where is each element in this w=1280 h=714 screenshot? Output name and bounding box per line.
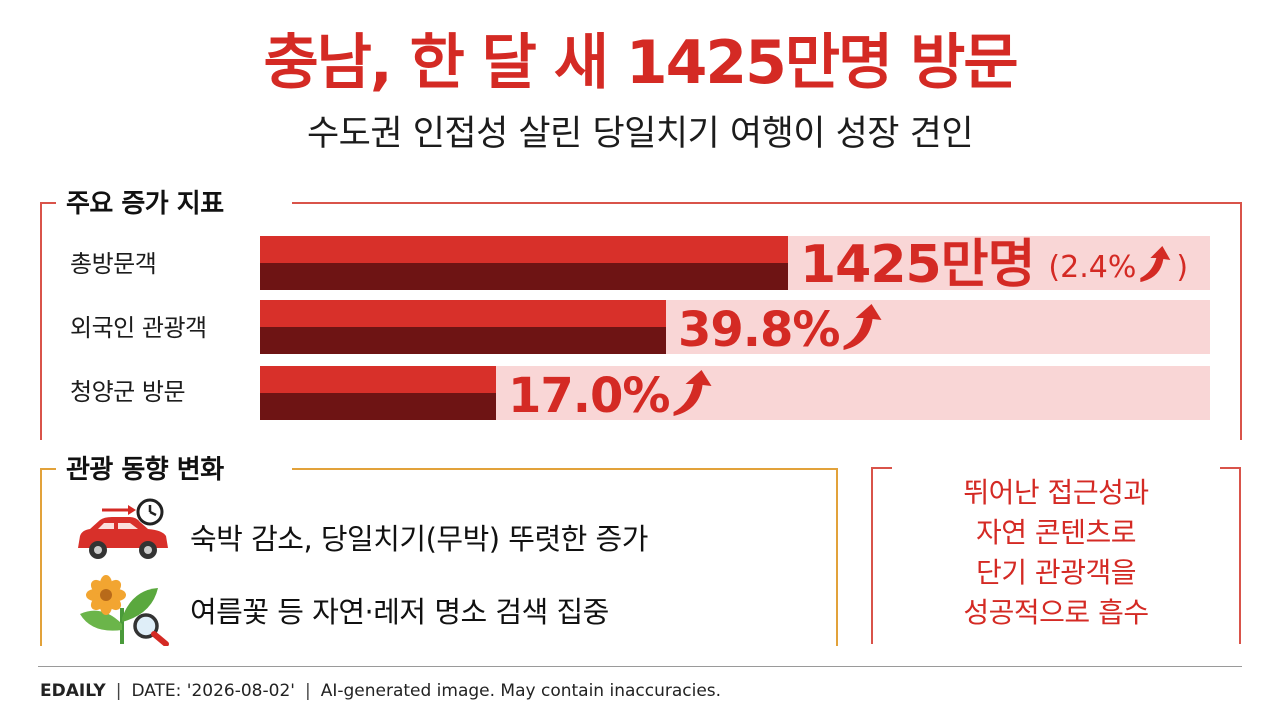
car-clock-icon xyxy=(72,496,172,566)
data-label: 1425만명 xyxy=(800,235,1034,295)
page-subtitle: 수도권 인접성 살린 당일치기 여행이 성장 견인 xyxy=(306,114,974,154)
data-label: 17.0% xyxy=(508,368,670,424)
up-arrow-icon xyxy=(843,304,882,350)
bar xyxy=(260,236,788,263)
data-label-paren: ) xyxy=(1176,250,1188,285)
trend-item-nature-search: 여름꽃 등 자연·레저 명소 검색 집중 xyxy=(190,595,609,629)
up-arrow-icon xyxy=(673,370,712,416)
section2-frame xyxy=(40,468,838,646)
data-label: 39.8% xyxy=(678,302,840,358)
bar xyxy=(260,366,496,393)
page-title: 충남, 한 달 새 1425만명 방문 xyxy=(263,28,1018,98)
summary-callout: 뛰어난 접근성과 자연 콘텐츠로 단기 관광객을 성공적으로 흡수 xyxy=(870,466,1242,646)
bar-shadow xyxy=(260,393,496,420)
footer-divider xyxy=(38,666,1242,667)
bar-label-total-visitors: 총방문객 xyxy=(70,250,157,278)
bar-shadow xyxy=(260,263,788,290)
footer-date: DATE: '2026-08-02' xyxy=(131,681,295,701)
flower-search-icon xyxy=(72,574,172,647)
trend-item-day-trip: 숙박 감소, 당일치기(무박) 뚜렷한 증가 xyxy=(190,522,648,556)
callout-line-3: 단기 관광객을 xyxy=(976,556,1136,589)
section1-frame xyxy=(40,202,1242,440)
section2-title: 관광 동향 변화 xyxy=(66,455,224,485)
footer-brand: EDAILY xyxy=(40,681,106,701)
footer: EDAILY | DATE: '2026-08-02' | AI-generated i… xyxy=(40,681,722,701)
section1-title: 주요 증가 지표 xyxy=(66,189,224,219)
bar-label-foreign-tourists: 외국인 관광객 xyxy=(70,314,207,342)
bar xyxy=(260,300,666,327)
callout-line-4: 성공적으로 흡수 xyxy=(963,596,1149,629)
data-label-suffix: (2.4% xyxy=(1048,250,1136,285)
callout-line-2: 자연 콘텐츠로 xyxy=(976,516,1136,549)
callout-line-1: 뛰어난 접근성과 xyxy=(963,476,1149,509)
footer-disclaimer: AI-generated image. May contain inaccura… xyxy=(320,681,722,701)
bar-label-cheongyang-visits: 청양군 방문 xyxy=(70,378,186,406)
bar-shadow xyxy=(260,327,666,354)
up-arrow-icon xyxy=(1140,246,1171,282)
